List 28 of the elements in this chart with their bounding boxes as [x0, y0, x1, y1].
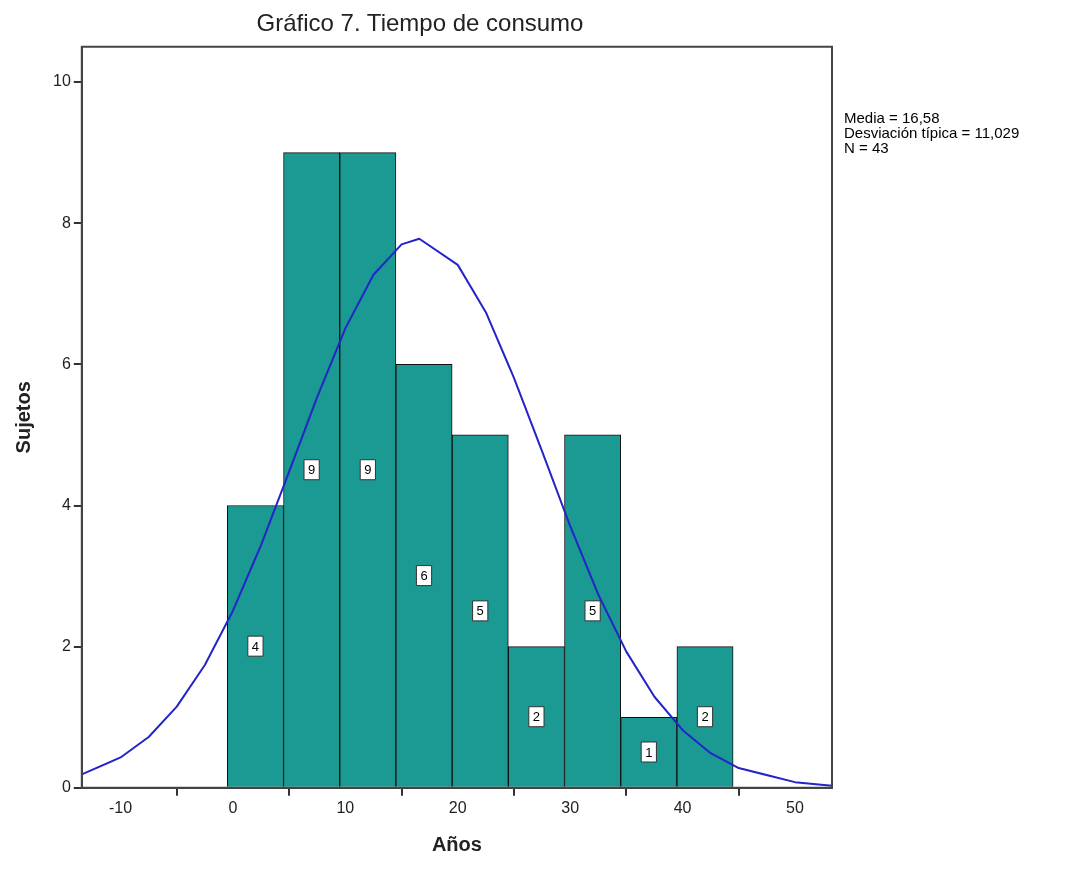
chart-title: Gráfico 7. Tiempo de consumo [256, 9, 584, 37]
y-axis-title: Sujetos [11, 381, 34, 454]
data-label: 9 [364, 462, 372, 478]
y-tick-label: 6 [61, 354, 71, 372]
y-tick-label: 2 [61, 637, 71, 655]
data-label: 1 [645, 744, 653, 760]
x-tick-label: -10 [109, 798, 133, 816]
data-label: 2 [701, 709, 709, 725]
y-tick-label: 10 [53, 72, 71, 90]
text: Desviación típica = 11,029 [844, 124, 1020, 142]
x-tick-label: 20 [448, 798, 467, 816]
data-label: 4 [251, 638, 260, 654]
data-label: 5 [588, 603, 597, 619]
x-tick-label: 0 [228, 798, 238, 816]
x-tick-label: 40 [673, 798, 692, 816]
text: N = 43 [844, 139, 889, 157]
y-tick-label: 4 [61, 495, 71, 513]
y-tick-label: 8 [61, 213, 71, 231]
x-tick-label: 10 [336, 798, 355, 816]
x-tick-label: 30 [561, 798, 580, 816]
x-axis-title: Años [431, 832, 482, 855]
y-tick-label: 0 [61, 778, 71, 796]
text: Media = 16,58 [844, 109, 940, 127]
data-label: 9 [308, 462, 316, 478]
x-tick-label: 50 [786, 798, 804, 816]
data-label: 5 [476, 603, 484, 619]
data-label: 2 [532, 709, 541, 725]
data-label: 6 [420, 568, 428, 584]
